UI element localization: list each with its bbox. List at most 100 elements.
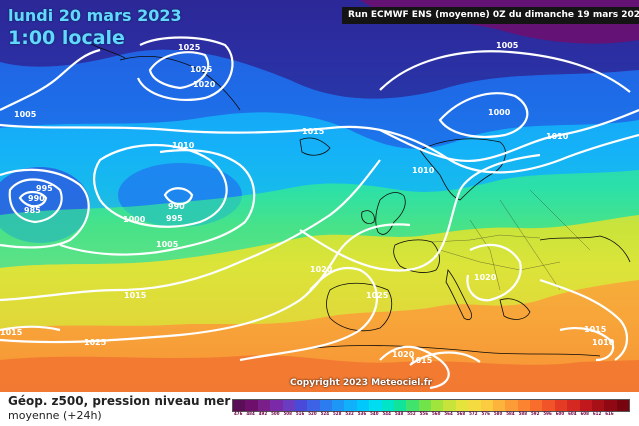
isobar-label: 1010 <box>412 166 435 175</box>
isobar-1015-farwest <box>0 325 61 332</box>
weather-map: 1025 1025 1020 1005 995 990 985 1000 990… <box>0 0 639 392</box>
colorbar-tick-label: 612 <box>592 411 602 416</box>
colorbar-swatch <box>369 400 382 411</box>
isobar-label: 1005 <box>14 110 37 119</box>
isobar-label: 1010 <box>546 132 569 141</box>
coast-iceland <box>299 137 331 156</box>
isobar-1000-low <box>92 143 228 228</box>
band-yellow <box>0 215 639 330</box>
isobar-label: 1020 <box>193 80 216 89</box>
colorbar-tick-label: 572 <box>469 411 478 416</box>
isobar-990-west <box>8 178 63 224</box>
isobar-label: 1020 <box>474 273 497 282</box>
colorbar-swatch <box>257 400 271 411</box>
colorbar-tick-label: 576 <box>481 411 490 416</box>
colorbar-tick-label: 580 <box>493 411 503 416</box>
border-4 <box>499 199 561 291</box>
colorbar-swatch <box>418 400 431 411</box>
band-green <box>0 170 639 268</box>
coast-greece <box>499 298 531 320</box>
colorbar-tick-label: 600 <box>555 411 565 416</box>
isobar-1015-east <box>539 278 628 361</box>
colorbar-tick-label: 616 <box>605 411 614 416</box>
colorbar-tick-label: 508 <box>283 411 292 416</box>
colorbar-swatch <box>431 400 444 411</box>
legend-title: Géop. z500, pression niveau mer <box>8 394 231 408</box>
isobars <box>0 36 639 390</box>
isobar-1020-south <box>379 345 450 390</box>
isobar-label: 995 <box>166 214 183 223</box>
colorbar-tick-label: 524 <box>320 411 329 416</box>
isobar-985-west <box>18 190 48 208</box>
isobar-label: 1015 <box>0 328 23 337</box>
isobar-label: 1015 <box>124 291 147 300</box>
isobar-labels: 1025 1025 1020 1005 995 990 985 1000 990… <box>0 41 615 365</box>
colorbar-swatch <box>270 400 283 411</box>
colorbar-tick-label: 536 <box>357 411 367 416</box>
isobar-label: 1020 <box>310 265 333 274</box>
colorbar-swatch <box>492 400 506 411</box>
colorbar-swatch <box>468 400 481 411</box>
isobar-1025-greenland <box>136 36 234 101</box>
colorbar-tick-label <box>616 411 628 421</box>
colorbar-tick-label: 540 <box>370 411 379 416</box>
isobar-1000-scand <box>438 92 529 138</box>
isobar-label: 1015 <box>584 325 607 334</box>
border-1 <box>431 234 541 243</box>
colorbar-swatch <box>294 400 308 411</box>
coast-iberia <box>326 282 393 332</box>
isobar-990-low <box>163 187 194 206</box>
isobar-label: 1020 <box>392 350 415 359</box>
isobar-1020-west <box>299 153 541 272</box>
isobar-label: 985 <box>24 206 41 215</box>
colorbar-ticks: 476 484 492 500 508 516 520 524 528 532 536 540 544 5… <box>232 411 628 421</box>
colorbar-swatch <box>591 400 605 411</box>
copyright: Copyright 2023 Meteociel.fr <box>290 378 433 388</box>
isobar-label: 1015 <box>410 356 433 365</box>
coast-greenland-west <box>84 39 126 59</box>
colorbar-swatch <box>344 400 357 411</box>
colorbar-swatch <box>505 400 518 411</box>
colorbar-tick-label: 584 <box>506 411 515 416</box>
coast-north-africa <box>299 345 601 357</box>
map-canvas: 1025 1025 1020 1005 995 990 985 1000 990… <box>0 0 639 392</box>
colorbar-swatch <box>443 400 456 411</box>
isobar-label: 1000 <box>488 108 511 117</box>
colorbar-tick-label: 552 <box>407 411 416 416</box>
map-date: lundi 20 mars 2023 <box>8 6 182 25</box>
colorbar-tick-label: 476 <box>234 411 243 416</box>
colorbar-tick-label: 516 <box>295 411 305 416</box>
isobar-1015-sw <box>0 159 381 302</box>
colorbar-swatch <box>233 400 246 411</box>
coast-greenland <box>119 55 241 111</box>
map-time: 1:00 locale <box>8 27 125 49</box>
colorbar-swatch <box>567 400 580 411</box>
colorbar-swatch <box>393 400 407 411</box>
isobar-label: 1025 <box>190 65 213 74</box>
band-blue <box>0 49 639 149</box>
isobar-label: 1025 <box>178 43 201 52</box>
borders <box>431 189 591 291</box>
run-label: Run ECMWF ENS (moyenne) 0Z du dimanche 1… <box>342 7 639 24</box>
isobar-1025-az <box>0 223 411 344</box>
coast-france <box>393 239 440 273</box>
colorbar-swatch <box>542 400 555 411</box>
colorbar-tick-label: 520 <box>308 411 317 416</box>
colorbar-swatch <box>282 400 295 411</box>
isobar-label: 1015 <box>302 127 325 136</box>
isobar-1010-north <box>379 108 639 162</box>
isobar-label: 1005 <box>156 240 179 249</box>
colorbar-tick-label: 564 <box>444 411 453 416</box>
border-5 <box>529 189 591 251</box>
coastlines <box>84 39 631 357</box>
isobar-1005-north <box>379 50 631 93</box>
band-red-orange <box>0 355 639 392</box>
colorbar-swatch <box>381 400 394 411</box>
colorbar-tick-label: 544 <box>382 411 391 416</box>
colorbar-tick-label: 532 <box>345 411 354 416</box>
colorbar-swatch <box>332 400 345 411</box>
isobar-1015-north <box>0 123 639 174</box>
coast-black-sea <box>539 235 631 263</box>
coast-britain <box>375 192 406 235</box>
isobar-label: 990 <box>28 194 45 203</box>
